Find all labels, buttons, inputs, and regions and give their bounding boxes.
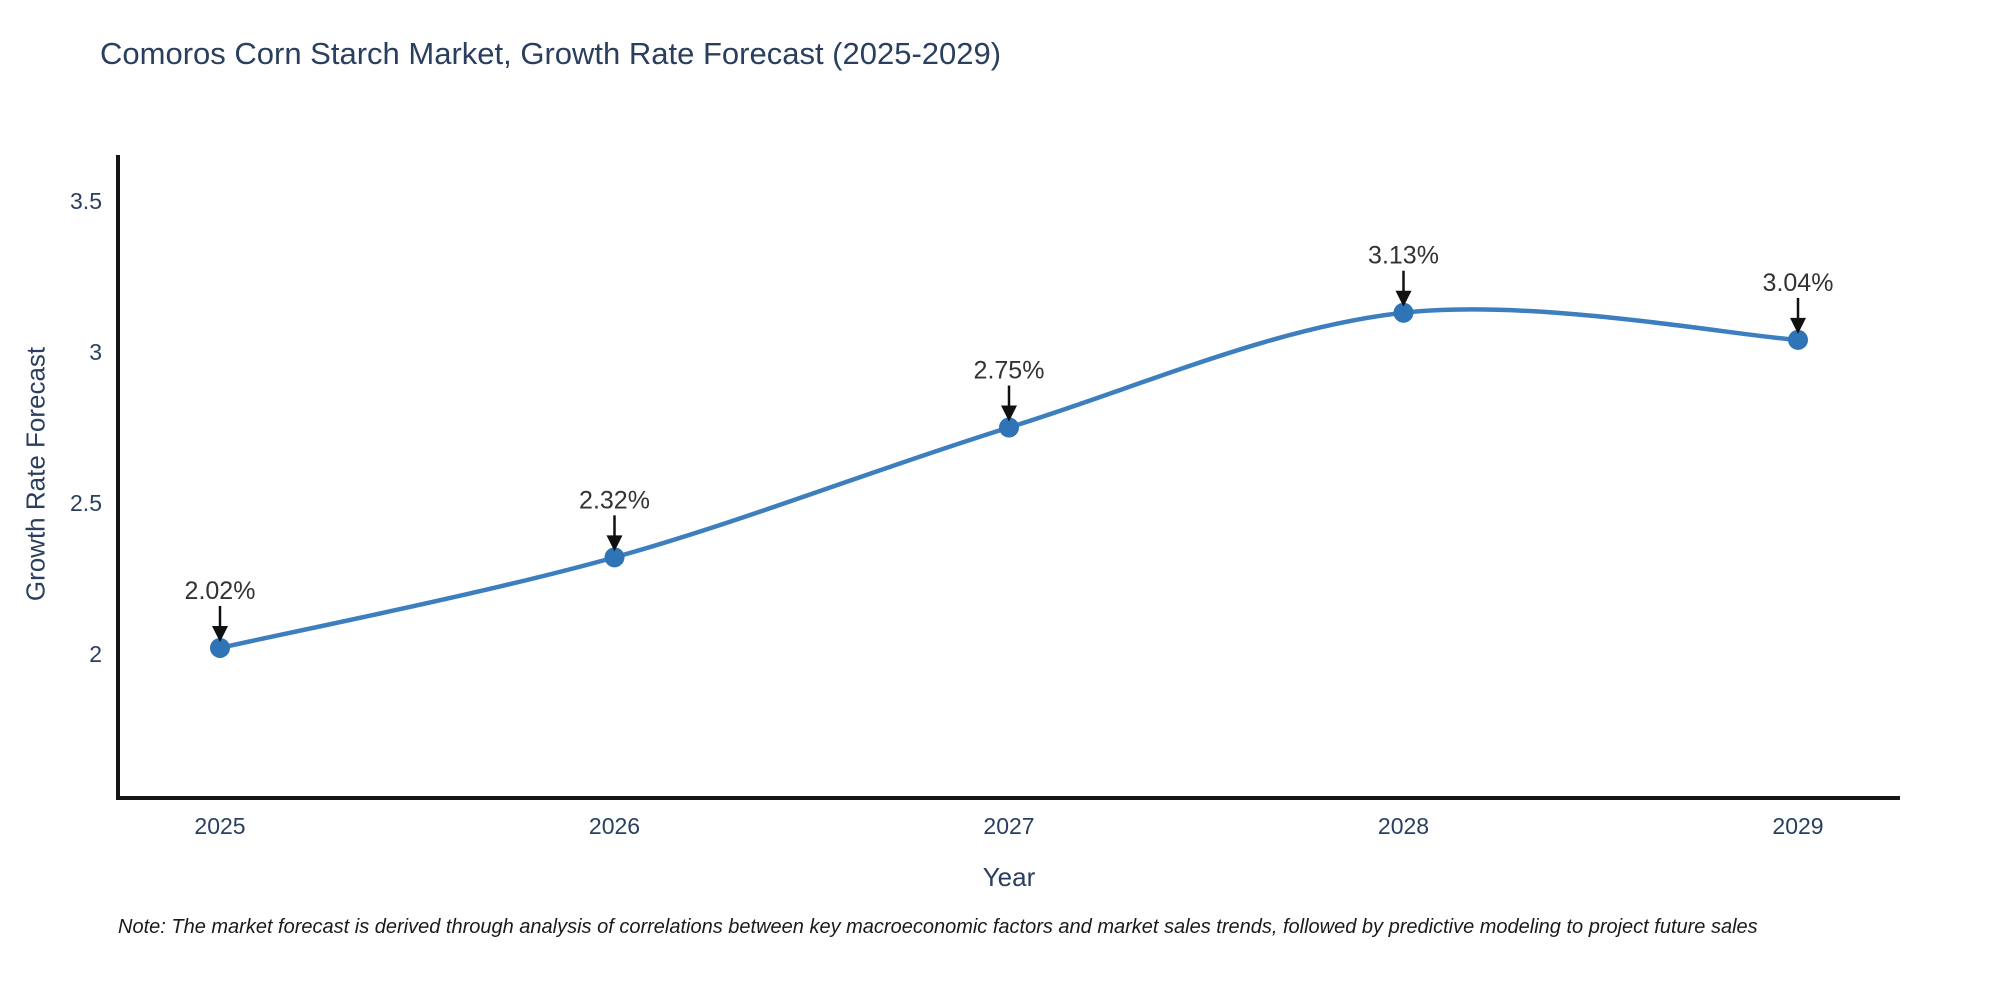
data-point-label: 2.02% bbox=[185, 577, 256, 605]
x-tick-label: 2026 bbox=[589, 813, 640, 839]
data-point-label: 3.13% bbox=[1368, 242, 1439, 270]
annotation-arrowhead-icon bbox=[1001, 405, 1017, 422]
data-point-marker bbox=[604, 547, 625, 568]
x-tick-label: 2029 bbox=[1772, 813, 1823, 839]
data-point-marker bbox=[1788, 329, 1808, 350]
data-point-label: 2.32% bbox=[579, 486, 650, 514]
x-tick-label: 2027 bbox=[983, 813, 1034, 839]
annotation-arrowhead-icon bbox=[606, 535, 623, 552]
y-tick-label: 2 bbox=[89, 641, 102, 667]
chart-title: Comoros Corn Starch Market, Growth Rate … bbox=[100, 36, 1002, 71]
x-tick-label: 2025 bbox=[194, 813, 245, 839]
footnote: Note: The market forecast is derived thr… bbox=[118, 916, 1758, 938]
data-point-marker bbox=[999, 417, 1019, 438]
data-point-label: 3.04% bbox=[1763, 269, 1834, 297]
x-tick-label: 2028 bbox=[1378, 813, 1429, 839]
y-tick-label: 3 bbox=[89, 339, 102, 365]
y-axis-title: Growth Rate Forecast bbox=[20, 346, 51, 602]
annotation-arrowhead-icon bbox=[1395, 290, 1412, 307]
y-tick-label: 2.5 bbox=[70, 490, 102, 516]
data-point-marker bbox=[210, 637, 230, 658]
data-point-marker bbox=[1393, 302, 1414, 323]
y-tick-label: 3.5 bbox=[70, 188, 102, 214]
annotation-arrowhead-icon bbox=[212, 625, 228, 642]
data-point-label: 2.75% bbox=[974, 357, 1045, 385]
x-axis-title: Year bbox=[982, 862, 1036, 892]
annotation-arrowhead-icon bbox=[1790, 317, 1806, 334]
